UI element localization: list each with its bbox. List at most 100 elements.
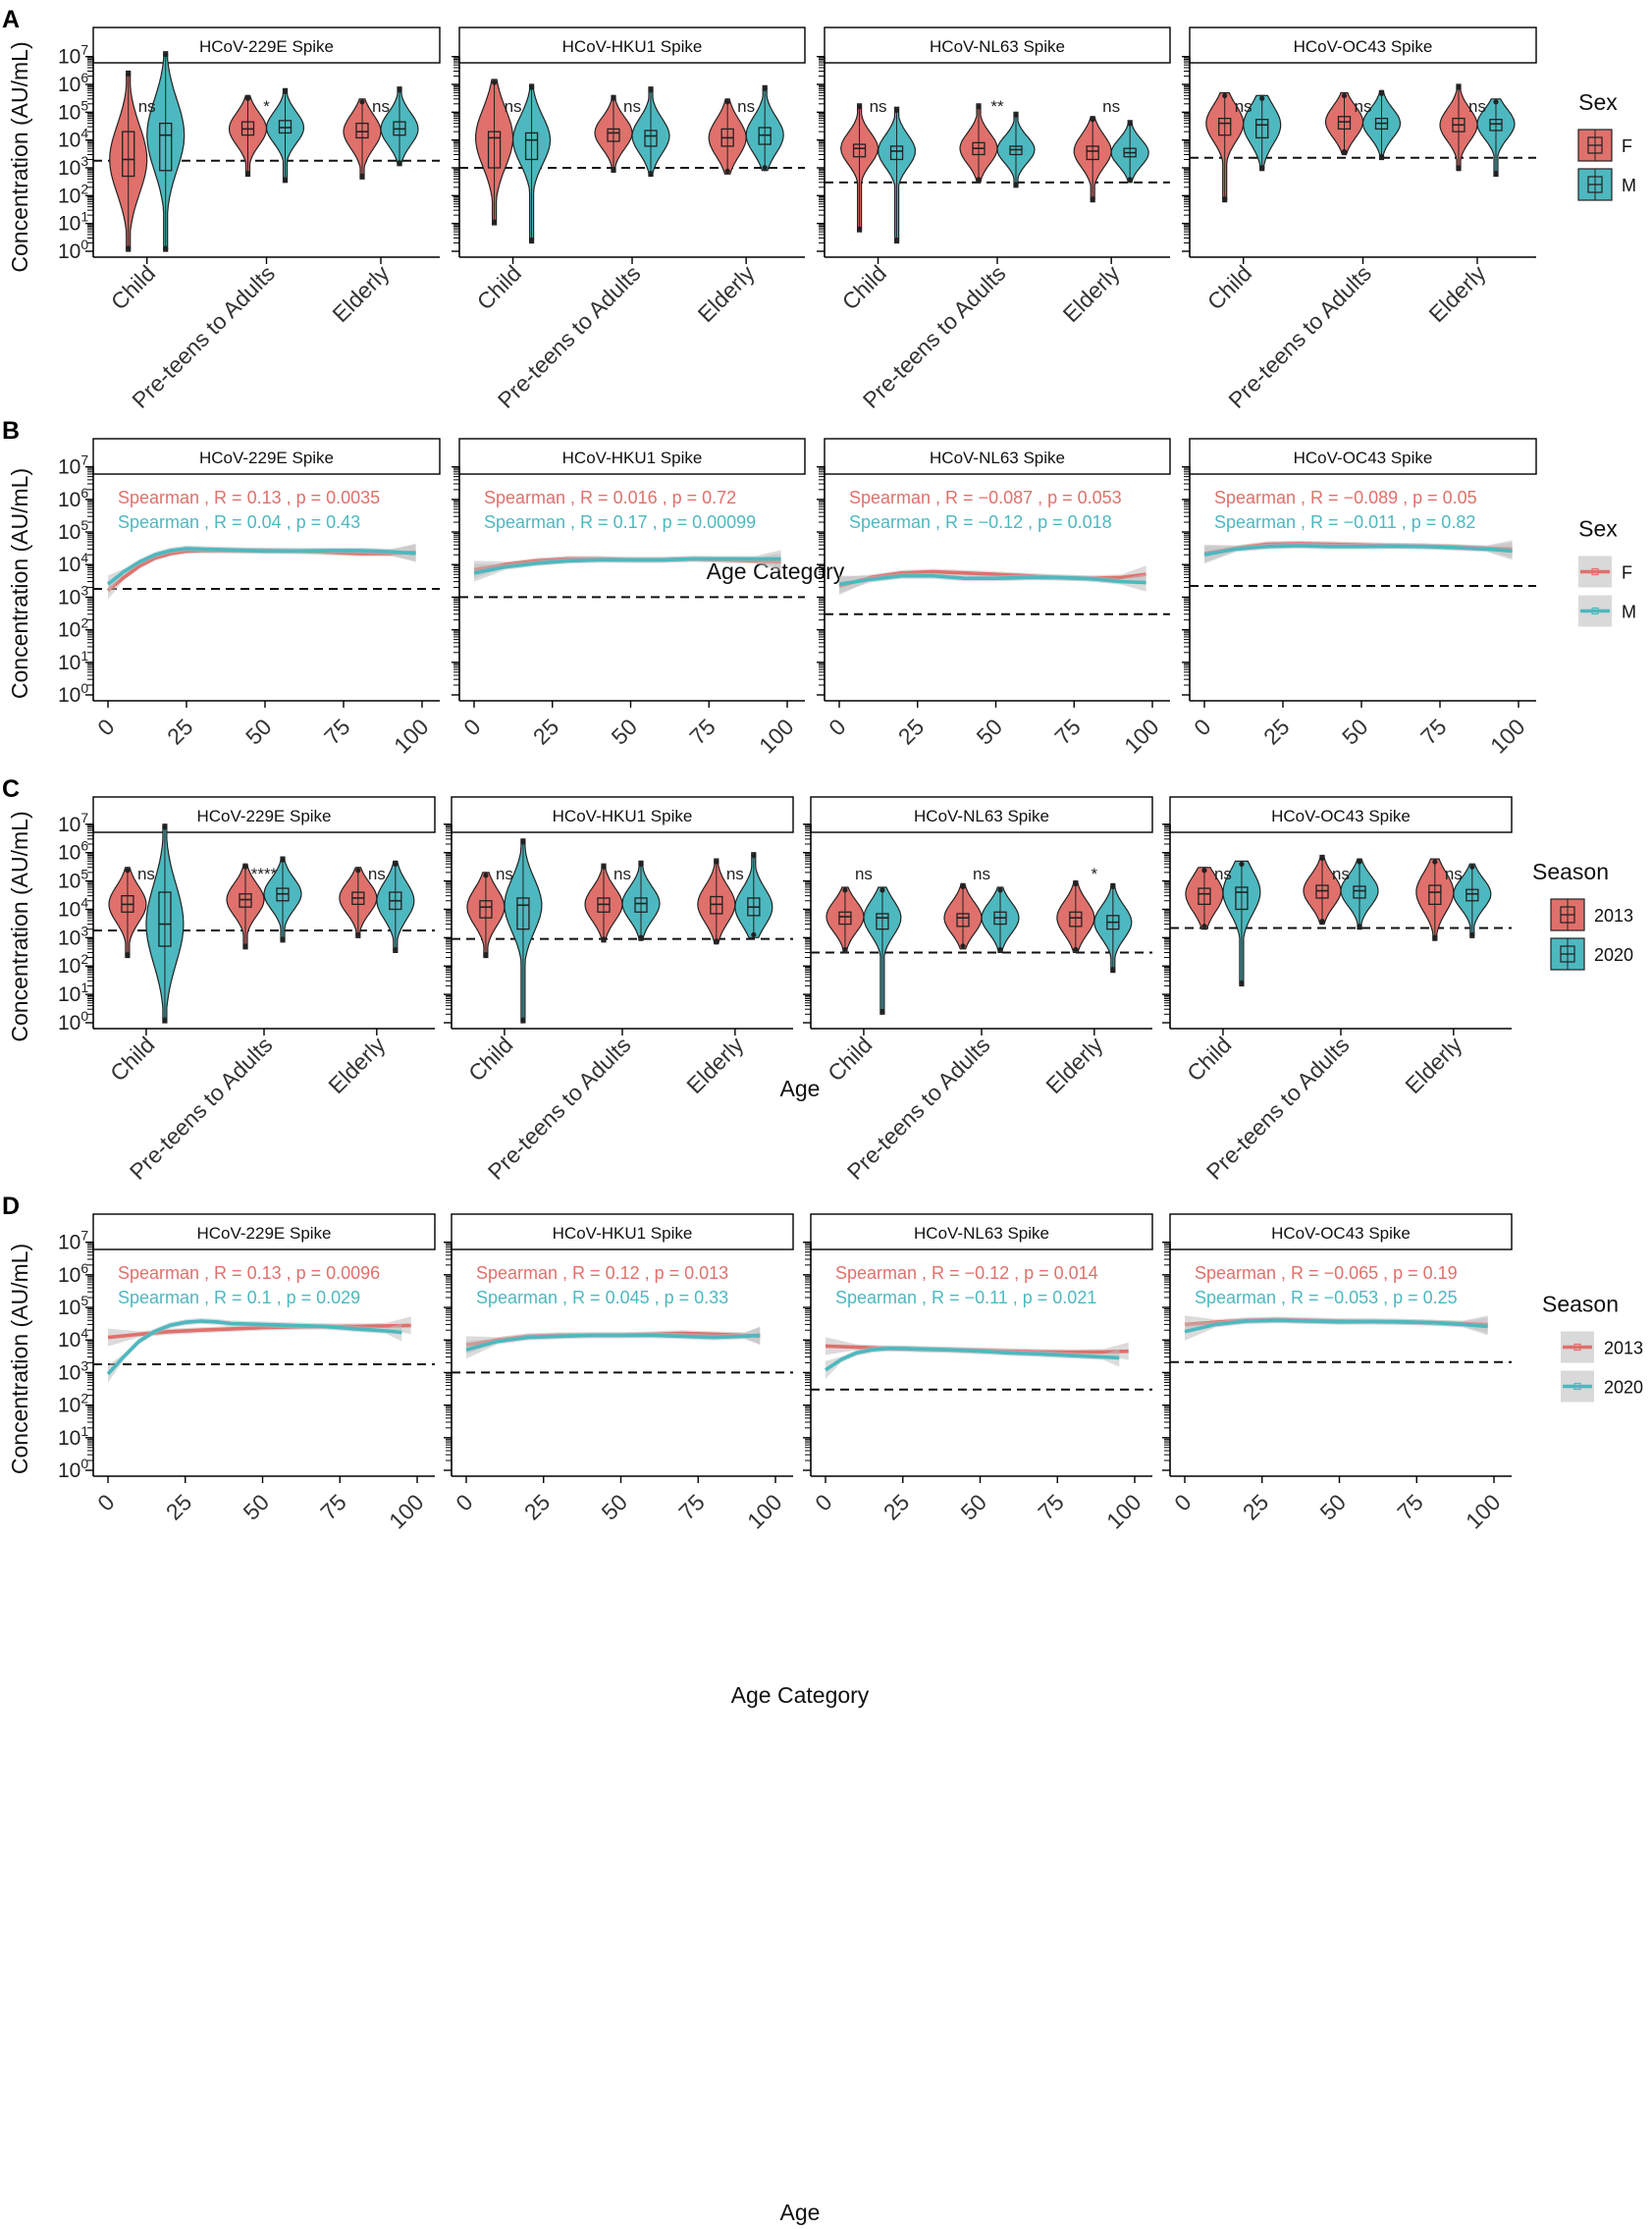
outlier-point [1013,182,1019,187]
outlier-point [244,170,251,177]
outlier-point [842,887,848,893]
outlier-point [355,931,361,937]
x-tick-label: 75 [319,714,354,749]
outlier-point [1319,918,1325,925]
outlier-point [751,853,757,859]
y-tick-base: 10 [58,684,80,707]
x-tick-label: 75 [1392,1489,1427,1524]
y-tick-exponent: 5 [80,97,88,113]
outlier-point [1378,153,1385,160]
x-tick-label: 100 [1101,1489,1146,1534]
y-axis [817,55,826,257]
outlier-point [125,951,131,958]
y-tick-label: 106 [58,1260,88,1287]
panel-label: B [2,417,20,445]
x-tick-label: 25 [893,714,929,749]
x-tick-label: 50 [1337,714,1372,749]
y-tick-exponent: 2 [80,1391,88,1406]
y-tick-label: 106 [58,485,88,511]
outlier-point [842,946,848,953]
spearman-stat: Spearman , R = −0.011 , p = 0.82 [1214,512,1475,532]
y-tick-base: 10 [58,101,80,124]
panel-strip [810,796,1153,833]
outlier-point [1259,165,1265,171]
y-tick-exponent: 5 [80,867,88,882]
box [1255,119,1269,139]
panel-title: HCoV-NL63 Spike [930,37,1065,56]
y-tick-exponent: 4 [80,1325,88,1341]
outlier-point [762,85,768,91]
confidence-band [466,1326,761,1359]
outlier-point [638,934,644,940]
y-tick-exponent: 3 [80,1357,88,1373]
x-tick-label: 25 [528,714,563,749]
significance-label: ** [990,97,1004,116]
legend-label: F [1622,136,1632,156]
legend-title: Sex [1578,516,1618,542]
x-tick-label: Elderly [693,260,760,327]
outlier-point [1341,92,1348,99]
box [159,122,173,172]
outlier-point [724,99,730,105]
outlier-point [491,219,498,225]
y-tick-exponent: 2 [80,181,88,196]
y-tick-exponent: 1 [80,648,88,663]
y-tick-label: 103 [58,153,88,180]
outlier-point [359,99,365,105]
panel-strip [458,438,806,475]
outlier-point [1222,92,1228,99]
panel-strip [810,1213,1153,1250]
x-tick-label: 0 [451,1489,477,1515]
smooth-line [465,1333,761,1352]
x-tick-label: Child [463,1032,517,1086]
significance-label: ns [855,865,873,883]
significance-label: ns [1332,865,1350,883]
significance-label: ns [737,97,755,116]
x-tick-label: 50 [972,714,1007,749]
y-tick-base: 10 [58,586,80,609]
box [1353,885,1366,899]
outlier-point [638,861,644,867]
outlier-point [1073,946,1079,953]
smooth-line [838,573,1146,586]
outlier-point [126,245,132,251]
spearman-stat: Spearman , R = −0.053 , p = 0.25 [1195,1288,1458,1307]
significance-label: ns [137,865,155,883]
outlier-point [1090,117,1095,123]
outlier-point [751,931,757,937]
outlier-point [397,160,402,166]
x-tick-label: Elderly [1040,1032,1107,1098]
x-tick-label: Elderly [1058,260,1125,327]
significance-label: ns [496,865,513,883]
x-tick-label: 25 [879,1489,914,1524]
y-tick-base: 10 [58,521,80,544]
outlier-point [244,95,251,101]
y-tick-exponent: 0 [80,237,88,252]
y-tick-base: 10 [58,157,80,180]
outlier-point [648,87,654,93]
legend-title: Sex [1578,89,1618,115]
panel-strip [458,27,806,64]
y-axis [444,823,453,1029]
y-tick-label: 102 [58,951,88,978]
outlier-point [1110,883,1116,889]
y-axis [803,823,812,1029]
outlier-point [1201,868,1207,874]
outlier-point [1090,196,1095,202]
outlier-point [1357,924,1362,929]
outlier-point [997,946,1003,953]
x-axis-title: Age [780,2200,821,2225]
legend-label: 2013 [1604,1339,1643,1358]
x-tick-label: 50 [607,714,642,749]
y-tick-base: 10 [58,955,80,978]
panel-strip [92,27,441,64]
y-tick-label: 100 [58,237,88,263]
x-tick-label: Child [106,260,160,314]
y-tick-label: 103 [58,923,88,949]
outlier-point [162,824,168,830]
significance-label: ns [726,865,744,883]
x-tick-label: 75 [684,714,719,749]
